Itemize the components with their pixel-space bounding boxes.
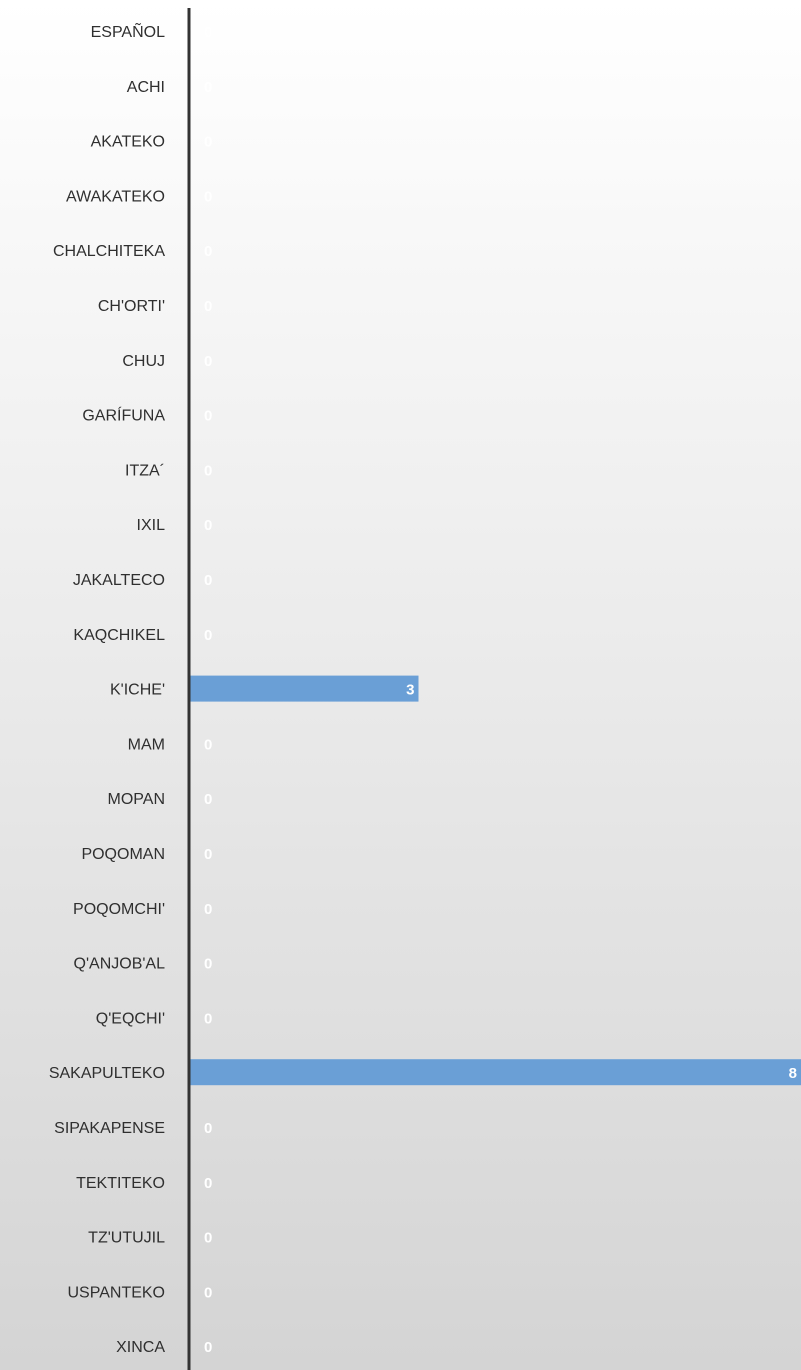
value-labels: 00000000000030000008000000: [204, 24, 797, 1356]
value-label-q-anjob-al: 0: [204, 956, 212, 973]
value-label-sakapulteko: 8: [789, 1065, 797, 1082]
category-label-xinca: XINCA: [116, 1339, 165, 1356]
category-label-k-iche: K'ICHE': [110, 682, 165, 699]
value-label-chalchiteka: 0: [204, 243, 212, 260]
category-label-espanol: ESPAÑOL: [91, 21, 166, 41]
bar-sakapulteko: [189, 1059, 801, 1086]
category-label-poqomchi: POQOMCHI': [73, 901, 165, 918]
value-label-sipakapense: 0: [204, 1120, 212, 1137]
bar-k-iche: [189, 675, 419, 702]
bars-layer: [189, 675, 801, 1086]
value-label-q-eqchi: 0: [204, 1010, 212, 1027]
value-label-kaqchikel: 0: [204, 627, 212, 644]
value-label-awakateko: 0: [204, 188, 212, 205]
category-label-sakapulteko: SAKAPULTEKO: [49, 1065, 165, 1082]
category-label-akateko: AKATEKO: [91, 134, 165, 151]
category-label-achi: ACHI: [127, 79, 165, 96]
category-label-ch-orti: CH'ORTI': [98, 298, 165, 315]
category-label-chuj: CHUJ: [122, 353, 165, 370]
category-label-itza: ITZA´: [125, 462, 165, 479]
category-label-q-anjob-al: Q'ANJOB'AL: [74, 956, 166, 973]
value-label-itza: 0: [204, 462, 212, 479]
value-label-tz-utujil: 0: [204, 1230, 212, 1247]
value-label-uspanteko: 0: [204, 1284, 212, 1301]
value-label-akateko: 0: [204, 134, 212, 151]
category-label-ixil: IXIL: [137, 517, 166, 534]
value-label-chuj: 0: [204, 353, 212, 370]
category-label-garifuna: GARÍFUNA: [82, 406, 165, 425]
value-label-ch-orti: 0: [204, 298, 212, 315]
category-label-q-eqchi: Q'EQCHI': [96, 1010, 165, 1027]
value-label-mam: 0: [204, 736, 212, 753]
category-label-awakateko: AWAKATEKO: [66, 188, 165, 205]
value-label-achi: 0: [204, 79, 212, 96]
value-label-tektiteko: 0: [204, 1175, 212, 1192]
value-label-poqoman: 0: [204, 846, 212, 863]
category-label-chalchiteka: CHALCHITEKA: [53, 243, 165, 260]
value-label-poqomchi: 0: [204, 901, 212, 918]
category-labels: ESPAÑOL ACHI AKATEKO AWAKATEKO CHALCHITEKA CH…: [49, 21, 166, 1356]
value-label-xinca: 0: [204, 1339, 212, 1356]
category-label-mam: MAM: [128, 736, 165, 753]
category-label-poqoman: POQOMAN: [81, 846, 165, 863]
value-label-mopan: 0: [204, 791, 212, 808]
category-label-tektiteko: TEKTITEKO: [76, 1175, 165, 1192]
category-label-mopan: MOPAN: [108, 791, 165, 808]
value-label-k-iche: 3: [406, 682, 414, 699]
value-label-jakalteco: 0: [204, 572, 212, 589]
category-label-sipakapense: SIPAKAPENSE: [54, 1120, 165, 1137]
category-label-tz-utujil: TZ'UTUJIL: [88, 1230, 165, 1247]
value-label-garifuna: 0: [204, 408, 212, 425]
value-label-espanol: 0: [204, 24, 212, 41]
category-label-uspanteko: USPANTEKO: [68, 1284, 166, 1301]
value-label-ixil: 0: [204, 517, 212, 534]
category-label-jakalteco: JAKALTECO: [73, 572, 165, 589]
category-label-kaqchikel: KAQCHIKEL: [73, 627, 165, 644]
